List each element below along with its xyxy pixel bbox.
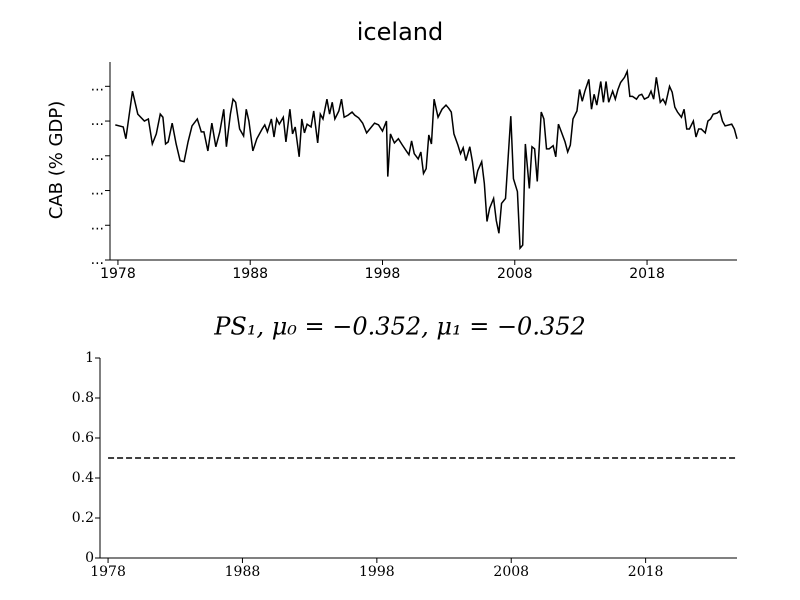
x-tick-label: 1988: [225, 564, 261, 580]
x-tick-label: 1998: [359, 564, 395, 580]
y-axis-label: CAB (% GDP): [46, 101, 67, 220]
x-tick-label: 1998: [365, 266, 401, 282]
x-tick-label: 2008: [493, 564, 529, 580]
y-tick-label: ...: [91, 252, 104, 268]
x-tick-label: 1978: [90, 564, 126, 580]
y-tick-label: ...: [91, 113, 104, 129]
data-line: [115, 68, 738, 251]
x-tick-label: 2018: [629, 266, 665, 282]
x-tick-label: 1978: [100, 266, 136, 282]
chart-title: PS₁, μ₀ = −0.352, μ₁ = −0.352: [213, 313, 586, 341]
x-tick-label: 2008: [497, 266, 533, 282]
y-tick-label: 0.4: [72, 470, 94, 486]
y-tick-label: 1: [85, 350, 94, 366]
y-tick-label: 0.6: [72, 430, 94, 446]
x-tick-label: 1988: [232, 266, 268, 282]
y-tick-label: 0: [85, 550, 94, 566]
y-tick-label: ...: [91, 217, 104, 233]
y-tick-label: ...: [91, 78, 104, 94]
x-tick-label: 2018: [628, 564, 664, 580]
y-tick-label: ...: [91, 183, 104, 199]
chart-title: iceland: [357, 18, 443, 46]
y-tick-label: 0.8: [72, 390, 94, 406]
y-tick-label: 0.2: [72, 510, 94, 526]
y-tick-label: ...: [91, 148, 104, 164]
